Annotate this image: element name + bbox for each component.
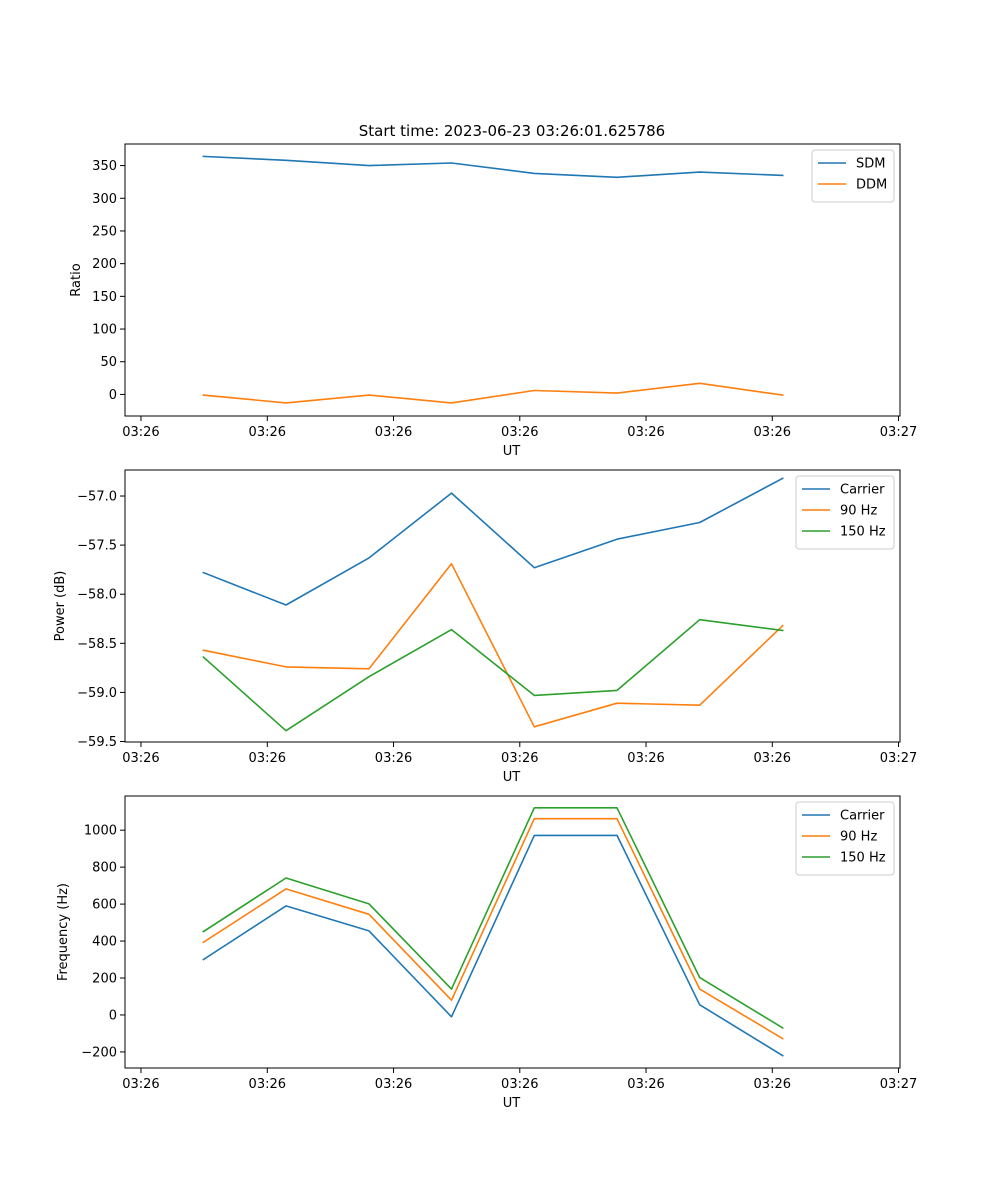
y-tick-label: 800 (92, 861, 117, 876)
y-tick-label: 200 (92, 257, 117, 272)
axes-frame (124, 469, 901, 743)
y-tick-label: 300 (92, 192, 117, 207)
x-axis-label: UT (503, 444, 521, 459)
x-tick-label: 03:26 (754, 1077, 791, 1092)
x-tick-label: 03:26 (627, 1077, 664, 1092)
axes-frame (124, 143, 901, 417)
axes-frame (124, 795, 901, 1069)
x-axis-label: UT (503, 770, 521, 785)
y-tick-label: 400 (92, 935, 117, 950)
x-tick-label: 03:26 (249, 1077, 286, 1092)
series-line-sdm (202, 155, 784, 179)
legend-label: Carrier (840, 483, 885, 498)
subplot-2: 03:26 03:26 03:26 03:26 03:26 03:26 03:27 −57.0… (53, 469, 917, 785)
series-line-150-hz (202, 806, 784, 1029)
subplot-1: 03:26 03:26 03:26 03:26 03:26 03:26 03:27 0 50 10… (69, 143, 917, 459)
y-tick-label: 150 (92, 290, 117, 305)
x-tick-label: 03:26 (754, 751, 791, 766)
legend-label: Carrier (840, 809, 885, 824)
y-tick-label: −58.0 (77, 588, 117, 603)
y-tick-label: 350 (92, 159, 117, 174)
y-tick-label: −57.0 (77, 490, 117, 505)
legend-label: DDM (856, 178, 887, 193)
x-tick-label: 03:26 (249, 425, 286, 440)
x-axis-label: UT (503, 1096, 521, 1111)
x-tick-label: 03:26 (754, 425, 791, 440)
series-line-ddm (202, 382, 784, 404)
x-tick-label: 03:26 (375, 425, 412, 440)
y-tick-label: −57.5 (77, 539, 117, 554)
x-tick-label: 03:26 (375, 1077, 412, 1092)
figure-title: Start time: 2023-06-23 03:26:01.625786 (359, 122, 665, 140)
x-tick-label: 03:26 (375, 751, 412, 766)
x-tick-label: 03:26 (627, 751, 664, 766)
y-axis-label: Power (dB) (53, 571, 68, 642)
x-tick-label: 03:27 (880, 425, 917, 440)
y-tick-label: −59.0 (77, 686, 117, 701)
x-tick-label: 03:27 (880, 751, 917, 766)
x-tick-label: 03:26 (501, 751, 538, 766)
legend-label: SDM (856, 157, 885, 172)
y-tick-label: 250 (92, 224, 117, 239)
x-tick-label: 03:26 (501, 425, 538, 440)
x-tick-label: 03:26 (501, 1077, 538, 1092)
x-tick-label: 03:26 (122, 425, 159, 440)
y-tick-label: 200 (92, 972, 117, 987)
x-tick-label: 03:26 (122, 751, 159, 766)
subplot-3: 03:26 03:26 03:26 03:26 03:26 03:26 03:27 1000 8… (56, 795, 917, 1111)
y-tick-label: 50 (100, 355, 117, 370)
series-line-90-hz (202, 562, 784, 728)
series-line-carrier (202, 834, 784, 1057)
series-line-90-hz (202, 817, 784, 1040)
y-tick-label: 0 (109, 388, 117, 403)
y-tick-label: −59.5 (77, 735, 117, 750)
y-axis-label: Ratio (69, 263, 84, 296)
y-tick-label: −200 (81, 1045, 117, 1060)
y-tick-label: 600 (92, 898, 117, 913)
y-tick-label: 100 (92, 323, 117, 338)
series-line-carrier (202, 477, 784, 606)
x-tick-label: 03:27 (880, 1077, 917, 1092)
legend-label: 150 Hz (840, 851, 886, 866)
y-tick-label: −58.5 (77, 637, 117, 652)
legend-label: 150 Hz (840, 525, 886, 540)
x-tick-label: 03:26 (249, 751, 286, 766)
legend-label: 90 Hz (840, 830, 877, 845)
series-line-150-hz (202, 618, 784, 732)
legend-label: 90 Hz (840, 504, 877, 519)
x-tick-label: 03:26 (122, 1077, 159, 1092)
y-tick-label: 1000 (84, 824, 117, 839)
x-tick-label: 03:26 (627, 425, 664, 440)
y-axis-label: Frequency (Hz) (56, 883, 71, 981)
y-tick-label: 0 (109, 1008, 117, 1023)
